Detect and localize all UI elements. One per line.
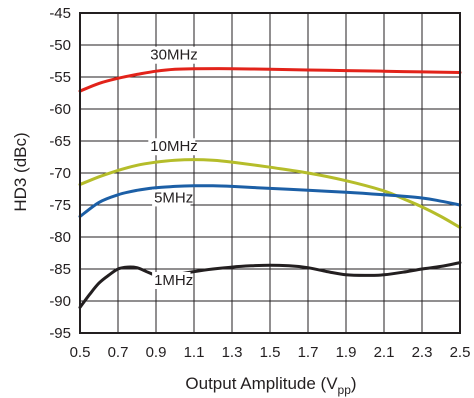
y-tick-label: -45: [49, 5, 71, 22]
x-tick-label: 2.3: [412, 344, 433, 361]
x-tick-label: 1.7: [298, 344, 319, 361]
y-axis-label: HD3 (dBc): [11, 132, 30, 211]
x-axis-label-main: Output Amplitude (V: [185, 374, 338, 393]
plot-frame: [79, 12, 461, 334]
x-tick-label: 0.9: [146, 344, 167, 361]
series-labels: 30MHz 10MHz 5MHz 1MHz: [148, 46, 198, 289]
series-label-background: [148, 138, 196, 156]
y-tick-labels: -45 -50 -55 -60 -65 -70 -75 -80 -85 -90 -95: [49, 5, 71, 342]
series-label-10mhz: 10MHz: [150, 138, 198, 155]
series-line-1mhz: [78, 261, 462, 309]
series-lines: [78, 67, 462, 309]
series-label-background: [148, 46, 196, 64]
x-tick-label: 0.7: [108, 344, 129, 361]
y-tick-label: -70: [49, 165, 71, 182]
series-line-30mhz: [78, 67, 462, 93]
x-axis-label: Output Amplitude (Vpp): [185, 374, 356, 397]
x-tick-label: 1.5: [260, 344, 281, 361]
x-tick-labels: 0.5 0.7 0.9 1.1 1.3 1.5 1.7 1.9 2.1 2.3 2.5: [70, 344, 471, 361]
x-axis-label-subscript: pp: [338, 383, 352, 397]
series-label-5mhz: 5MHz: [154, 189, 193, 206]
y-tick-label: -60: [49, 101, 71, 118]
series-label-background: [152, 272, 191, 289]
y-tick-label: -90: [49, 293, 71, 310]
series-label-30mhz: 30MHz: [150, 47, 198, 64]
series-line-5mhz: [78, 184, 462, 218]
series-line-10mhz: [78, 158, 462, 229]
grid: [80, 13, 460, 333]
x-tick-label: 2.1: [374, 344, 395, 361]
series-label-background: [152, 189, 191, 207]
y-tick-label: -95: [49, 325, 71, 342]
x-tick-label: 1.1: [184, 344, 205, 361]
y-tick-label: -65: [49, 133, 71, 150]
y-tick-label: -75: [49, 197, 71, 214]
x-tick-label: 2.5: [450, 344, 471, 361]
x-axis-label-close: ): [351, 374, 357, 393]
series-label-1mhz: 1MHz: [154, 272, 193, 289]
x-tick-label: 1.3: [222, 344, 243, 361]
x-tick-label: 0.5: [70, 344, 91, 361]
y-tick-label: -50: [49, 37, 71, 54]
y-tick-label: -85: [49, 261, 71, 278]
y-tick-label: -80: [49, 229, 71, 246]
x-tick-label: 1.9: [336, 344, 357, 361]
y-tick-label: -55: [49, 69, 71, 86]
